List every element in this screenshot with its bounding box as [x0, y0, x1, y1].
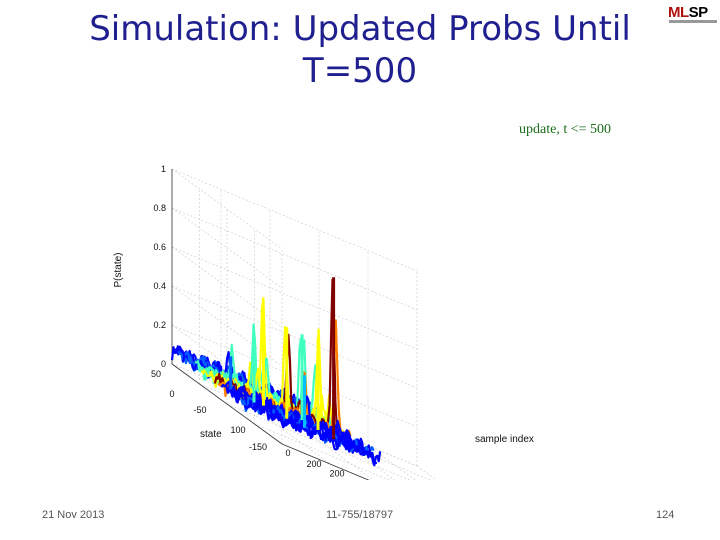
state-tick-2: -50: [193, 405, 206, 415]
state-tick-1: 0: [169, 389, 174, 399]
axis-labels: P(state) state sample index: [113, 252, 534, 445]
sample-axis-label: sample index: [475, 434, 534, 445]
state-axis-label: state: [200, 429, 222, 440]
state-tick-5: 200: [306, 459, 321, 469]
plot-title: update, t <= 500: [519, 122, 611, 137]
sample-axis-line: [281, 443, 370, 480]
z-tick-3: 0.6: [153, 242, 166, 252]
footer-page-number: 124: [656, 509, 675, 521]
footer-date: 21 Nov 2013: [42, 509, 105, 521]
sample-gridline-floor-4: [367, 445, 416, 480]
state-tick-3: 100: [230, 425, 245, 435]
z-tick-labels: 0 0.2 0.4 0.6 0.8 1: [153, 164, 166, 369]
state-tick-labels: 50 0 -50 100 -150 200: [151, 369, 322, 469]
z-tick-4: 0.8: [153, 203, 166, 213]
z-gridline-back-5: [171, 168, 418, 272]
sample-gridline-floor-5: [416, 465, 437, 480]
mlsp-logo: MLSP: [668, 4, 718, 26]
state-axis-line: [171, 363, 283, 445]
z-gridline-back-3: [171, 246, 418, 350]
z-tick-2: 0.4: [153, 281, 166, 291]
state-tick-4: -150: [249, 442, 267, 452]
z-gridline-back-4: [171, 207, 418, 311]
sample-gridline-floor-2: [269, 404, 374, 480]
footer-course: 11-755/18797: [326, 509, 394, 521]
z-gridline-back-2: [171, 285, 418, 389]
surface-trace-23: [247, 400, 382, 467]
z-gridline-back-1: [171, 324, 418, 428]
z-tick-5: 1: [161, 164, 166, 174]
sample-tick-labels: 02004006008001000: [285, 448, 344, 478]
axis-box: [171, 169, 370, 480]
logo-ml: ML: [668, 4, 689, 21]
state-tick-0: 50: [151, 369, 161, 379]
surface-traces: [170, 277, 382, 467]
z-gridline-side-5: [171, 168, 283, 250]
z-tick-1: 0.2: [153, 320, 166, 330]
z-axis-label: P(state): [113, 252, 124, 287]
logo-sp: SP: [688, 4, 709, 21]
sample-tick-1: 200: [329, 468, 344, 478]
logo-underline: [669, 20, 717, 23]
slide-title: Simulation: Updated Probs Until T=500: [89, 9, 631, 91]
z-tick-0: 0: [161, 359, 166, 369]
surface-plot: P(state) state sample index 0 0.2 0.4 0.6 0.…: [113, 164, 534, 480]
state-gridline-floor-3: [254, 423, 390, 480]
state-gridline-floor-2: [226, 403, 411, 480]
sample-tick-0: 0: [285, 448, 290, 458]
